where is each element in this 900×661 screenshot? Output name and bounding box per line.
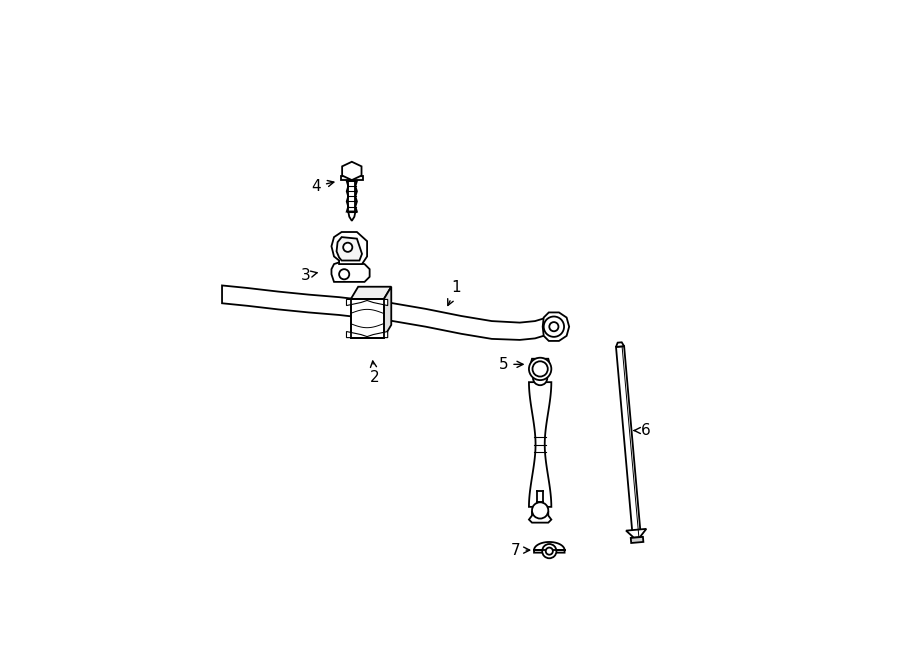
Polygon shape — [337, 237, 362, 260]
Polygon shape — [631, 537, 644, 543]
Polygon shape — [348, 212, 356, 221]
Polygon shape — [543, 313, 569, 341]
Polygon shape — [342, 162, 362, 180]
Circle shape — [544, 317, 564, 337]
Circle shape — [343, 243, 352, 252]
Polygon shape — [529, 512, 552, 523]
Text: 2: 2 — [370, 361, 380, 385]
Polygon shape — [331, 232, 367, 264]
Circle shape — [529, 358, 552, 380]
Polygon shape — [529, 382, 552, 507]
Polygon shape — [340, 176, 363, 180]
Polygon shape — [616, 346, 641, 538]
Polygon shape — [531, 359, 549, 363]
Text: 6: 6 — [634, 423, 651, 438]
Circle shape — [532, 502, 548, 519]
Polygon shape — [346, 332, 388, 338]
Circle shape — [533, 362, 548, 377]
Polygon shape — [350, 287, 392, 299]
Polygon shape — [534, 542, 564, 553]
Polygon shape — [626, 529, 646, 537]
Polygon shape — [222, 286, 357, 317]
Text: 1: 1 — [447, 280, 461, 305]
Text: 3: 3 — [302, 268, 317, 283]
Polygon shape — [616, 342, 624, 347]
Circle shape — [542, 544, 556, 559]
Circle shape — [339, 269, 349, 280]
Polygon shape — [383, 287, 392, 338]
Circle shape — [545, 547, 553, 555]
Polygon shape — [357, 299, 545, 340]
Text: 4: 4 — [311, 178, 334, 194]
Circle shape — [549, 322, 559, 331]
Polygon shape — [331, 262, 370, 282]
Polygon shape — [346, 299, 388, 305]
Polygon shape — [350, 299, 383, 338]
Polygon shape — [346, 181, 357, 212]
Text: 5: 5 — [499, 357, 523, 372]
Text: 7: 7 — [511, 543, 530, 558]
Circle shape — [533, 371, 547, 385]
